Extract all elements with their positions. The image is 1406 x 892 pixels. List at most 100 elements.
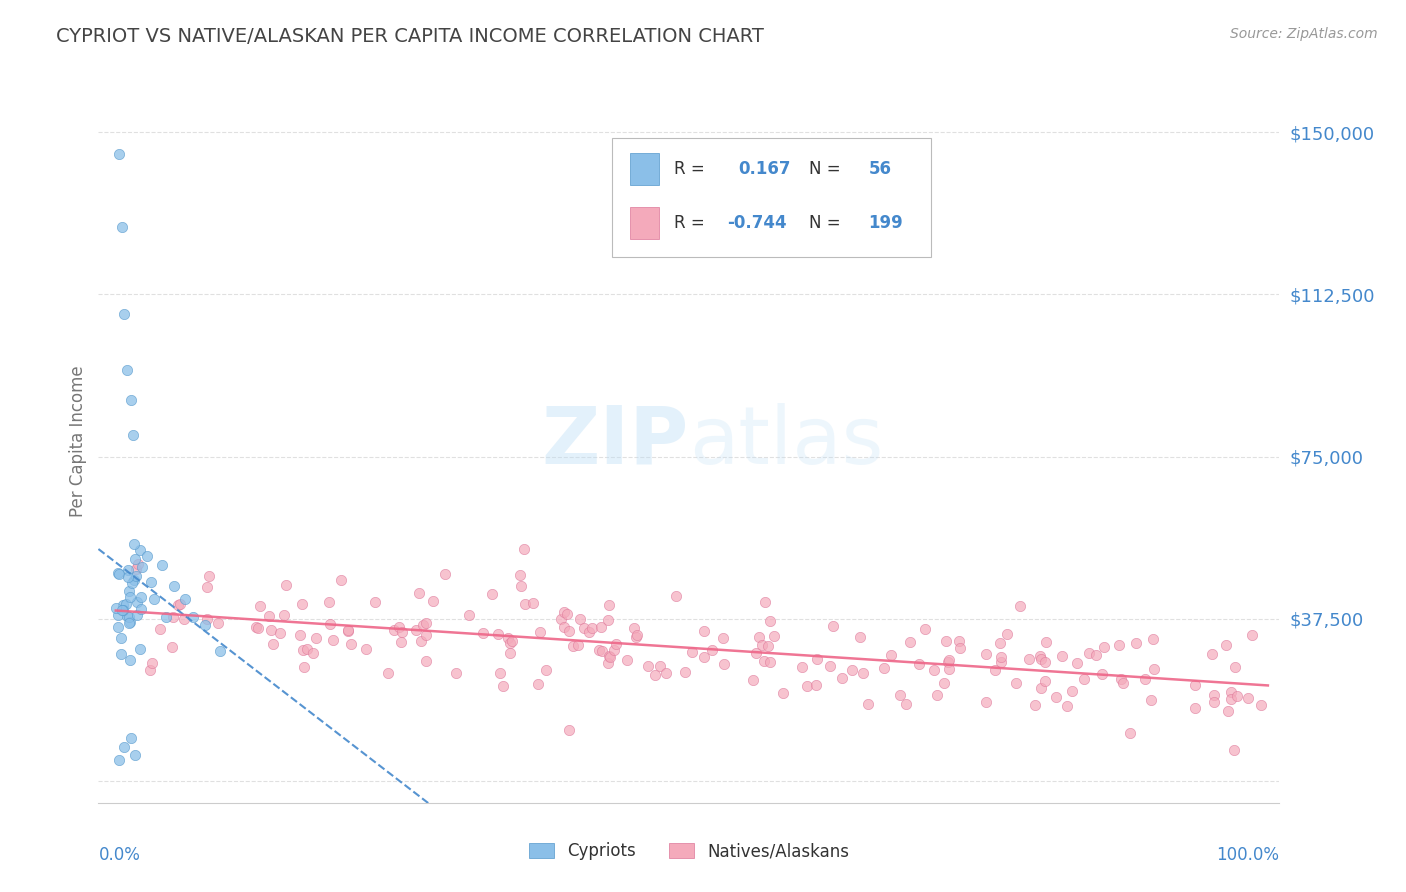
Point xyxy=(292,642,315,657)
Point xyxy=(1119,726,1142,740)
Point xyxy=(117,363,139,377)
Point xyxy=(118,610,141,624)
Point xyxy=(129,641,152,656)
Point xyxy=(568,612,591,626)
Point xyxy=(131,560,153,574)
Point xyxy=(818,659,841,673)
Point xyxy=(589,620,612,634)
Point xyxy=(935,633,957,648)
Point xyxy=(925,688,948,702)
Point xyxy=(759,655,782,669)
Point xyxy=(377,665,399,680)
Point xyxy=(273,607,295,622)
Point xyxy=(605,637,627,651)
Point xyxy=(759,615,782,629)
Point xyxy=(257,609,280,624)
Point xyxy=(110,220,132,235)
Point xyxy=(1024,698,1046,712)
Point xyxy=(107,619,129,633)
Text: -0.744: -0.744 xyxy=(727,214,786,232)
Point xyxy=(550,612,572,626)
Point xyxy=(1066,656,1088,670)
Point xyxy=(748,630,770,644)
Point xyxy=(260,624,283,638)
Point xyxy=(122,537,145,551)
Point xyxy=(486,627,509,641)
Point xyxy=(208,644,231,658)
Point xyxy=(692,624,714,639)
Point xyxy=(948,633,970,648)
Point xyxy=(112,739,135,754)
Point xyxy=(598,649,620,664)
Point xyxy=(534,663,557,677)
Point xyxy=(1201,647,1223,661)
Point xyxy=(1220,692,1243,706)
Point xyxy=(121,576,143,591)
Point xyxy=(1202,689,1225,703)
Point xyxy=(499,646,522,660)
Point xyxy=(908,657,931,672)
Point xyxy=(1184,678,1206,692)
Point xyxy=(387,619,409,633)
Point xyxy=(713,631,735,645)
Point xyxy=(1073,672,1095,686)
Point xyxy=(415,615,437,630)
Point xyxy=(1092,640,1115,654)
Point xyxy=(872,661,894,675)
Point xyxy=(364,594,387,608)
Point xyxy=(581,621,603,635)
Point xyxy=(329,573,352,587)
Text: R =: R = xyxy=(673,214,704,232)
Point xyxy=(984,663,1007,677)
Point xyxy=(122,574,145,588)
Point xyxy=(127,608,149,623)
Point xyxy=(1084,648,1107,663)
Point xyxy=(896,698,918,712)
Point xyxy=(111,598,134,612)
Point xyxy=(412,618,434,632)
Point xyxy=(976,695,998,709)
Point xyxy=(249,599,271,613)
Point xyxy=(141,656,163,670)
Text: 100.0%: 100.0% xyxy=(1216,847,1279,864)
Point xyxy=(301,646,323,660)
Point xyxy=(169,597,191,611)
Point xyxy=(553,605,575,619)
Point xyxy=(274,577,297,591)
Point xyxy=(183,609,205,624)
Point xyxy=(562,639,585,653)
Point xyxy=(990,650,1012,665)
Point xyxy=(118,615,141,630)
Point xyxy=(389,634,412,648)
Point xyxy=(1139,693,1161,707)
Point xyxy=(291,597,314,611)
Point xyxy=(823,619,845,633)
Point xyxy=(713,657,735,671)
Point xyxy=(501,633,523,648)
Point xyxy=(112,307,135,321)
Point xyxy=(491,679,513,693)
Point xyxy=(336,624,359,638)
Point xyxy=(1250,698,1272,712)
Point xyxy=(1226,689,1249,703)
Point xyxy=(1077,647,1099,661)
Point xyxy=(166,599,188,613)
Text: Source: ZipAtlas.com: Source: ZipAtlas.com xyxy=(1230,27,1378,41)
Point xyxy=(572,621,595,635)
Point xyxy=(598,599,620,613)
Point xyxy=(422,594,444,608)
Point xyxy=(880,648,903,662)
Point xyxy=(637,659,659,673)
Point xyxy=(127,557,149,571)
FancyBboxPatch shape xyxy=(630,153,659,185)
Point xyxy=(118,583,141,598)
Point xyxy=(762,629,785,643)
Point xyxy=(457,607,479,622)
Point xyxy=(245,620,267,634)
Point xyxy=(1035,634,1057,648)
Point xyxy=(754,654,776,668)
Point xyxy=(125,562,148,576)
Point xyxy=(772,686,794,700)
Point xyxy=(409,634,432,648)
Point xyxy=(700,643,723,657)
